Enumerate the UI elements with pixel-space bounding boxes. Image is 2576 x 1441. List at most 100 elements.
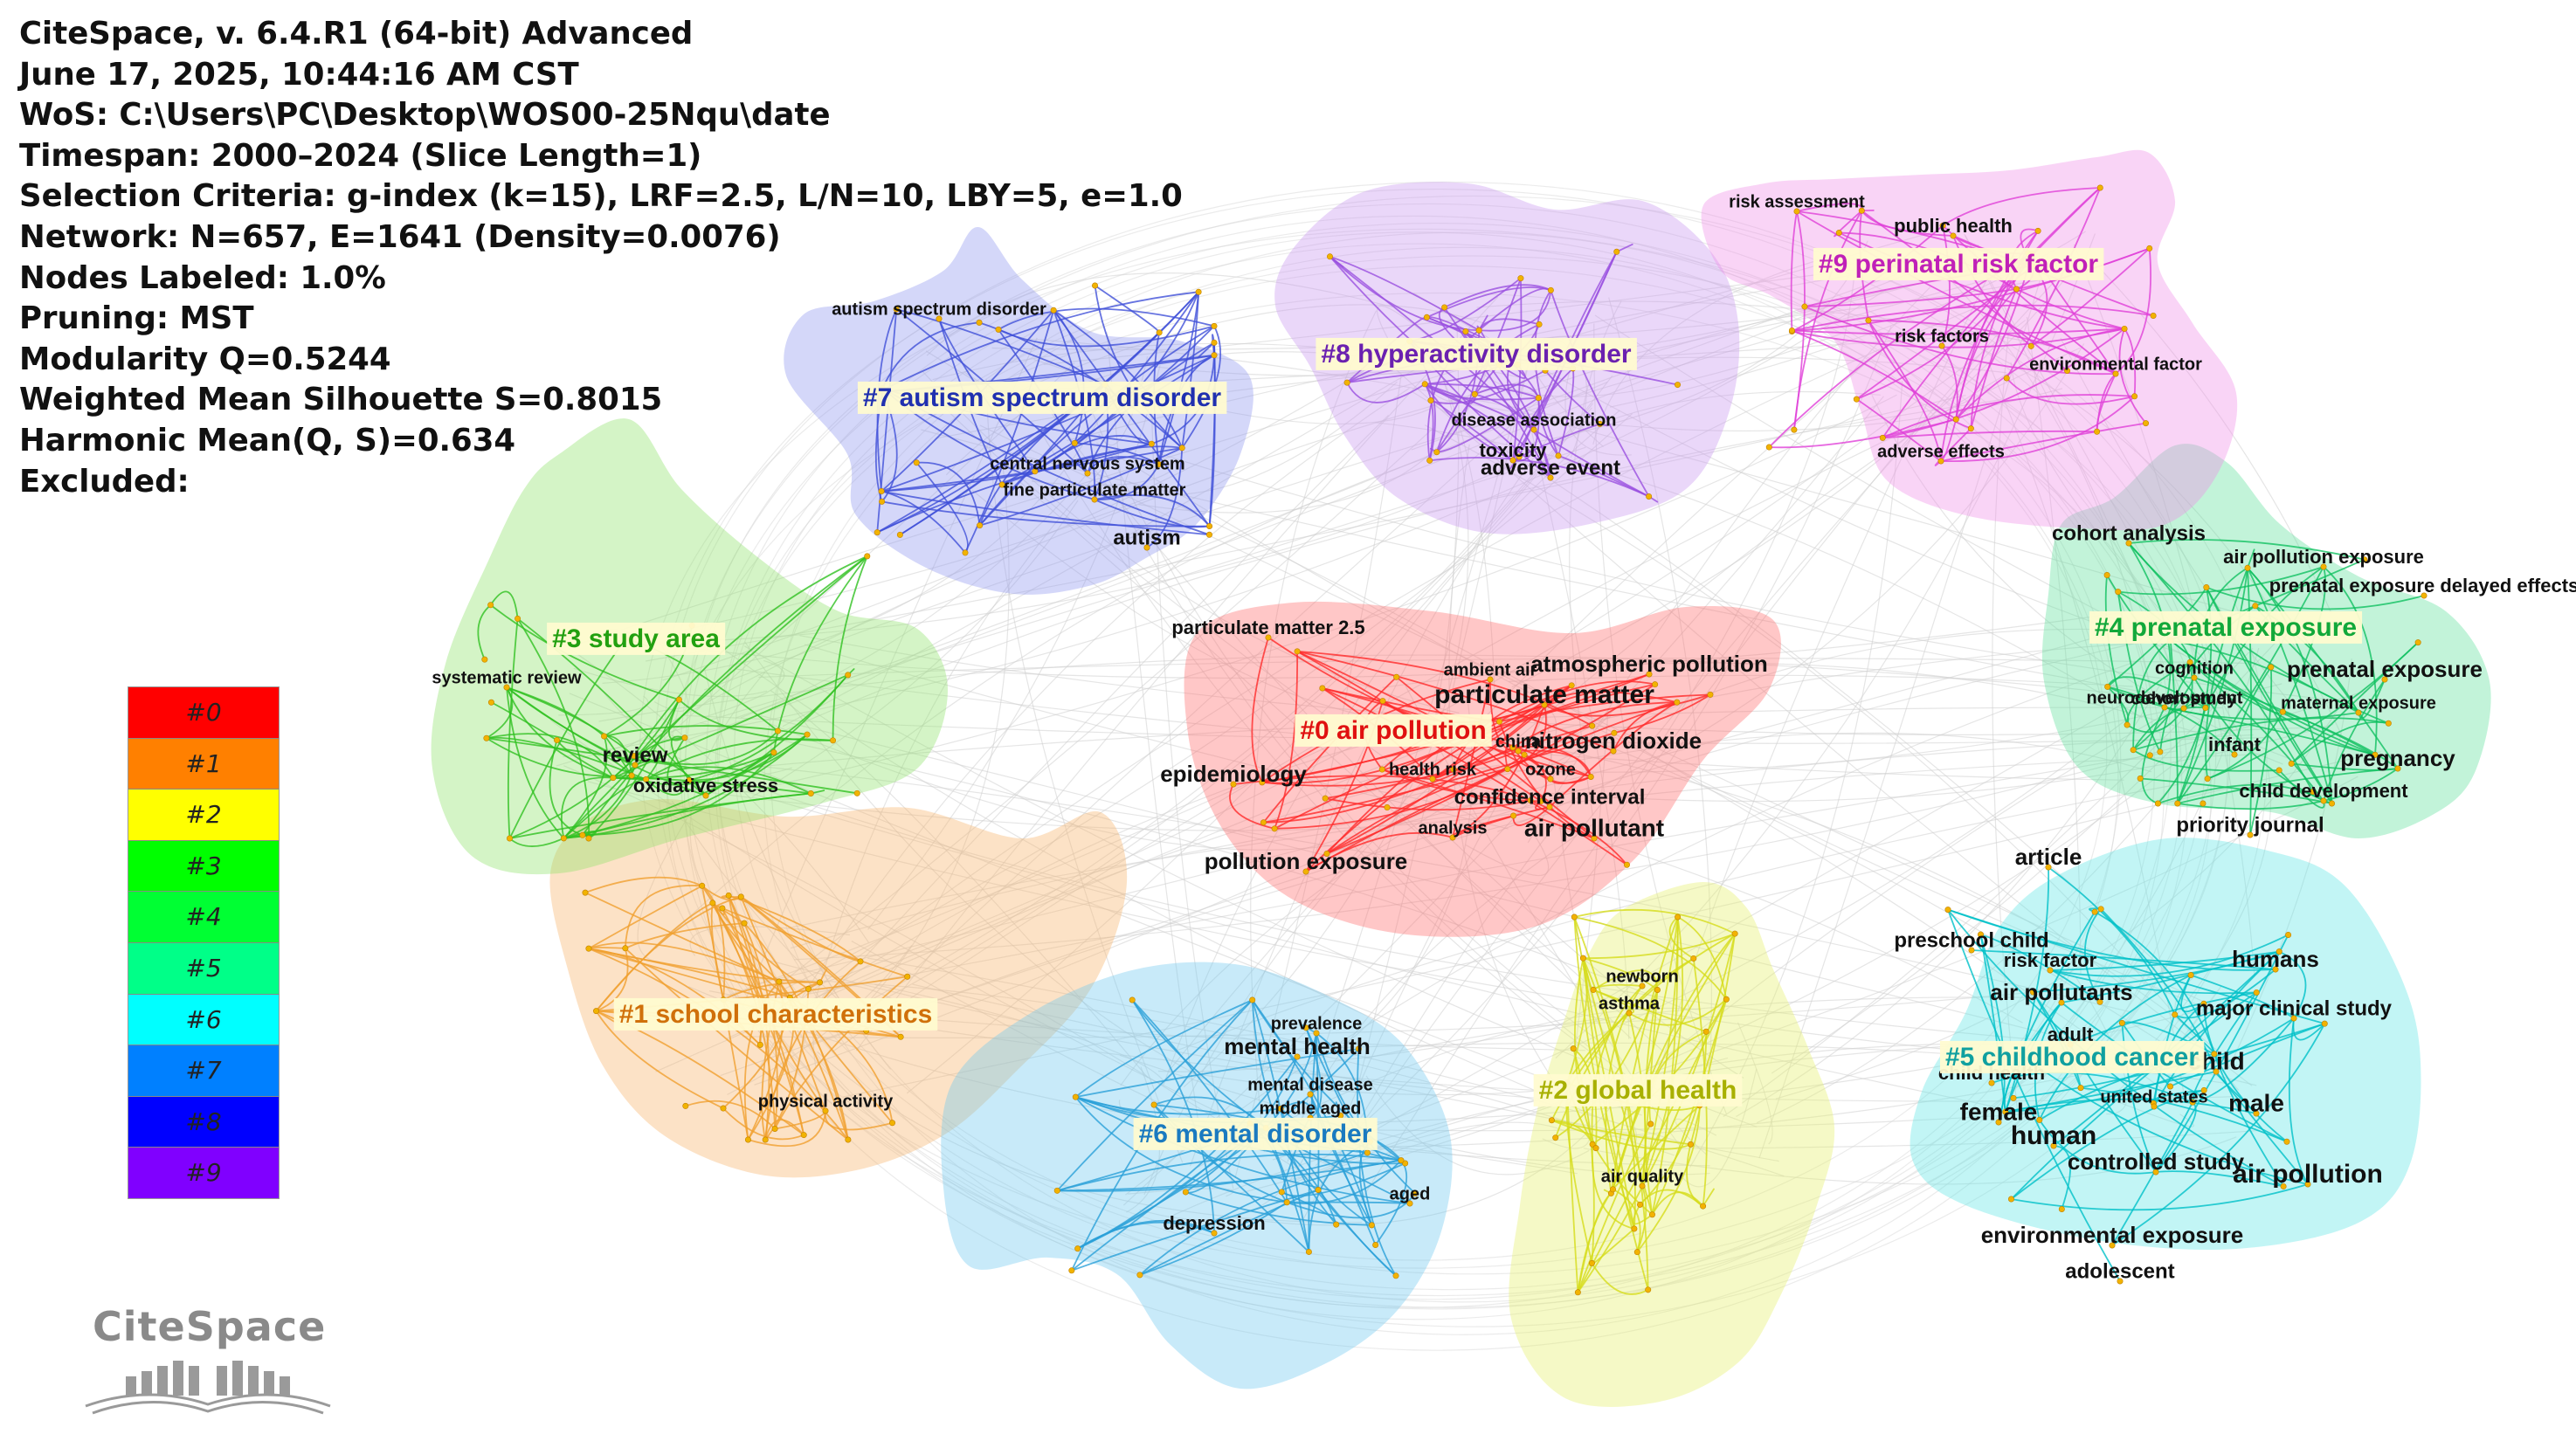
background-edge	[744, 641, 1205, 1079]
keyword-node	[1092, 282, 1099, 289]
cluster-edge	[2132, 639, 2172, 750]
keyword-node	[1574, 1289, 1581, 1296]
keyword-node	[1136, 1272, 1143, 1279]
cluster-edge	[2111, 1101, 2193, 1246]
keyword-node	[807, 790, 814, 797]
cluster-edge	[2039, 1119, 2157, 1175]
background-edge	[1654, 1129, 2260, 1149]
background-edge	[1364, 1073, 2083, 1148]
keyword-label: autism spectrum disorder	[832, 300, 1046, 319]
keyword-node	[1392, 1272, 1399, 1279]
cluster-edge	[2278, 950, 2307, 1019]
cluster-edge	[2323, 566, 2378, 755]
cluster-edge	[588, 941, 780, 982]
background-edge	[855, 296, 1499, 1051]
keyword-node	[770, 749, 777, 756]
cluster-edge	[1792, 304, 2154, 332]
citespace-logo: CiteSpace	[68, 1301, 348, 1424]
cluster-edge	[1512, 806, 1550, 826]
keyword-node	[893, 306, 900, 313]
background-edge	[689, 926, 851, 956]
keyword-node	[1592, 1145, 1599, 1152]
cluster-edge	[1941, 225, 1951, 347]
keyword-node	[2152, 1169, 2159, 1176]
keyword-node	[2115, 589, 2122, 596]
keyword-node	[1633, 1249, 1640, 1256]
keyword-label: risk assessment	[1729, 192, 1865, 211]
cluster-edge	[2164, 707, 2376, 756]
background-edge	[1168, 344, 1889, 1072]
cluster-edge	[1077, 1219, 1215, 1250]
legend-swatch: #4	[128, 892, 279, 943]
cluster-edge	[1329, 256, 1480, 332]
keyword-node	[1510, 812, 1517, 819]
keyword-node	[2172, 1011, 2179, 1018]
cluster-label-box	[1813, 247, 2104, 280]
keyword-label: female	[1960, 1098, 2038, 1125]
background-ring	[763, 246, 2165, 1335]
cluster-edge	[2189, 661, 2324, 802]
keyword-node	[2003, 375, 2010, 382]
cluster-edge	[595, 902, 714, 1012]
cluster-label-c3: #3 study area	[547, 622, 726, 655]
keyword-label: controlled study	[2068, 1148, 2245, 1175]
cluster-edge	[556, 739, 614, 779]
cluster-edge	[1094, 285, 1183, 449]
cluster-edge	[728, 895, 762, 1045]
keyword-label: preschool child	[1894, 928, 2048, 952]
keyword-label: united states	[2100, 1087, 2207, 1107]
keyword-node	[1801, 303, 1808, 310]
background-edge	[1239, 776, 2358, 1195]
background-edge	[1509, 674, 2133, 687]
background-edge	[1102, 468, 1660, 1100]
legend-swatch: #2	[128, 789, 279, 841]
cluster-edge	[1057, 1152, 1368, 1192]
keyword-node	[889, 1120, 896, 1127]
cluster-edge	[1326, 685, 1572, 855]
keyword-node	[2276, 767, 2282, 774]
cluster-label-box	[1533, 1073, 1743, 1107]
background-ring	[706, 215, 2122, 1308]
keyword-node	[2213, 1068, 2220, 1075]
cluster-edge	[811, 789, 825, 795]
keyword-node	[1195, 288, 1202, 295]
cluster-edge	[1396, 676, 1595, 839]
cluster-label-box	[613, 997, 938, 1031]
keyword-node	[1074, 1245, 1081, 1252]
cluster-edge	[1792, 224, 1944, 333]
cluster-edge	[612, 674, 849, 779]
keyword-node	[686, 776, 693, 783]
keyword-node	[1260, 819, 1267, 826]
background-ring	[685, 203, 2172, 1300]
cluster-edge	[2140, 777, 2332, 804]
keyword-node	[1527, 797, 1534, 804]
cluster-label-box	[1295, 714, 1492, 747]
keyword-node	[1230, 781, 1237, 788]
background-edge	[558, 695, 649, 716]
background-edge	[1527, 286, 1931, 844]
cluster-label-text: #1 school characteristics	[619, 1000, 933, 1029]
cluster-edge	[740, 896, 861, 962]
keyword-node	[1364, 1149, 1371, 1156]
keyword-label: toxicity	[1479, 439, 1547, 461]
background-edge	[971, 489, 1393, 721]
keyword-label: systematic review	[432, 668, 582, 687]
keyword-node	[1674, 699, 1681, 706]
background-edge	[721, 413, 1633, 1021]
cluster-edge	[1229, 783, 1275, 830]
cluster-edge	[979, 447, 1183, 527]
background-edge	[979, 424, 2205, 1003]
cluster-edge	[1591, 985, 1643, 1145]
info-line: Nodes Labeled: 1.0%	[19, 259, 386, 296]
keyword-node	[1032, 468, 1039, 475]
keyword-node	[1211, 352, 1218, 359]
keyword-node	[1421, 381, 1428, 388]
cluster-edge	[1053, 309, 1096, 500]
background-edge	[753, 387, 1410, 1079]
keyword-node	[2414, 639, 2421, 646]
cluster-edge	[1316, 1032, 1416, 1195]
cluster-edge	[2278, 769, 2325, 809]
keyword-label: article	[2015, 844, 2082, 870]
keyword-node	[1278, 1189, 1285, 1196]
keyword-node	[962, 549, 969, 556]
